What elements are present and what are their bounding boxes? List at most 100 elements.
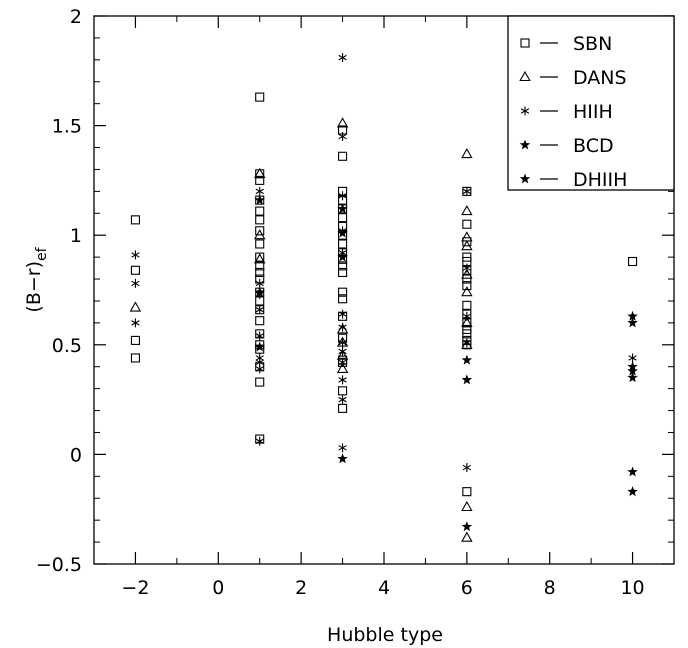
sbn-point [338, 213, 348, 223]
hiih-point [462, 263, 472, 273]
dans-point [461, 268, 473, 279]
x-tick-label: 10 [620, 577, 644, 599]
legend-marker-bcd [519, 139, 531, 150]
sbn-point [255, 261, 265, 271]
legend-marker-hiih [520, 106, 530, 116]
hiih-point [338, 132, 347, 142]
bcd-point [337, 203, 348, 214]
hiih-point [338, 309, 347, 319]
hiih-point [338, 357, 347, 367]
x-tick-label: 2 [295, 577, 307, 599]
sbn-point [130, 335, 140, 345]
sbn-point [462, 274, 472, 284]
data-points [129, 53, 638, 542]
x-tick-label: 8 [544, 577, 556, 599]
x-tick-label: 0 [212, 577, 224, 599]
bcd-point [337, 453, 348, 464]
sbn-point [462, 219, 472, 229]
y-tick-label: 0.5 [52, 335, 82, 357]
hiih-point [338, 395, 347, 405]
dans-point [461, 316, 473, 327]
dans-point [253, 253, 266, 264]
sbn-point [338, 239, 348, 249]
sbn-point [462, 281, 472, 291]
sbn-point [130, 353, 140, 363]
sbn-point [130, 215, 140, 225]
hiih-point [338, 346, 347, 356]
legend-marker-sbn [520, 38, 530, 48]
y-axis-title-main: (B−r) [23, 261, 45, 313]
sbn-point [338, 151, 348, 161]
y-tick-label: 0 [70, 444, 82, 466]
sbn-point [255, 175, 265, 185]
bcd-point [627, 466, 638, 477]
x-tick-label: 6 [461, 577, 473, 599]
y-tick-label: −0.5 [36, 554, 82, 576]
sbn-point [255, 252, 265, 262]
hiih-point [462, 311, 472, 321]
sbn-point [255, 206, 265, 216]
bcd-point [254, 286, 265, 297]
sbn-point [338, 287, 348, 297]
y-tick-label: 1 [70, 225, 82, 247]
hiih-point [338, 443, 347, 453]
hiih-point [462, 338, 472, 348]
legend-label-dhiih: DHIIH [573, 169, 627, 191]
hiih-point [255, 186, 264, 196]
dans-point [461, 531, 473, 542]
sbn-point [338, 294, 348, 304]
hiih-point [255, 278, 264, 288]
dans-point [129, 301, 142, 312]
y-tick-label: 1.5 [52, 116, 82, 138]
dans-point [336, 117, 349, 128]
x-tick-label: 4 [378, 577, 390, 599]
sbn-point [130, 265, 140, 275]
bcd-point [254, 341, 265, 352]
dans-point [253, 167, 266, 178]
dans-point [336, 362, 349, 373]
dans-point [461, 204, 473, 216]
bcd-point [461, 374, 473, 385]
y-axis-title-subscript: ef [34, 246, 50, 261]
sbn-point [338, 386, 348, 396]
sbn-point [462, 329, 472, 339]
legend-label-hiih: HIIH [573, 101, 613, 123]
sbn-point [338, 403, 348, 413]
legend-marker-dhiih [519, 173, 531, 184]
sbn-point [255, 377, 265, 387]
bcd-point [461, 521, 473, 532]
bcd-point [254, 194, 265, 205]
y-axis-title: (B−r)ef [23, 246, 50, 312]
legend-box [507, 15, 675, 191]
sbn-point [255, 226, 265, 236]
x-axis-title: Hubble type [327, 624, 443, 646]
bcd-point [627, 317, 638, 328]
bcd-point [627, 486, 638, 497]
hiih-point [462, 186, 472, 196]
sbn-point [255, 239, 265, 249]
bcd-point [461, 354, 473, 365]
hiih-point [628, 353, 637, 363]
hiih-point [255, 331, 264, 341]
hiih-point [462, 463, 472, 473]
sbn-point [462, 237, 472, 247]
dans-point [461, 240, 473, 251]
legend-label-bcd: BCD [573, 135, 614, 157]
hiih-point [131, 278, 140, 288]
sbn-point [255, 215, 265, 225]
dans-point [253, 229, 266, 240]
hiih-point [338, 191, 347, 201]
sbn-point [255, 92, 265, 102]
dans-point [461, 500, 473, 512]
dans-point [461, 231, 473, 242]
legend-marker-dans [519, 70, 531, 82]
legend: SBN DANS HIIH BCD DHIIH [507, 15, 675, 191]
sbn-point [462, 487, 472, 497]
bcd-point [337, 251, 348, 262]
bcd-point [337, 227, 348, 238]
hiih-point [131, 250, 140, 260]
hiih-point [338, 322, 347, 332]
sbn-point [462, 300, 472, 310]
bcd-point [627, 310, 638, 321]
